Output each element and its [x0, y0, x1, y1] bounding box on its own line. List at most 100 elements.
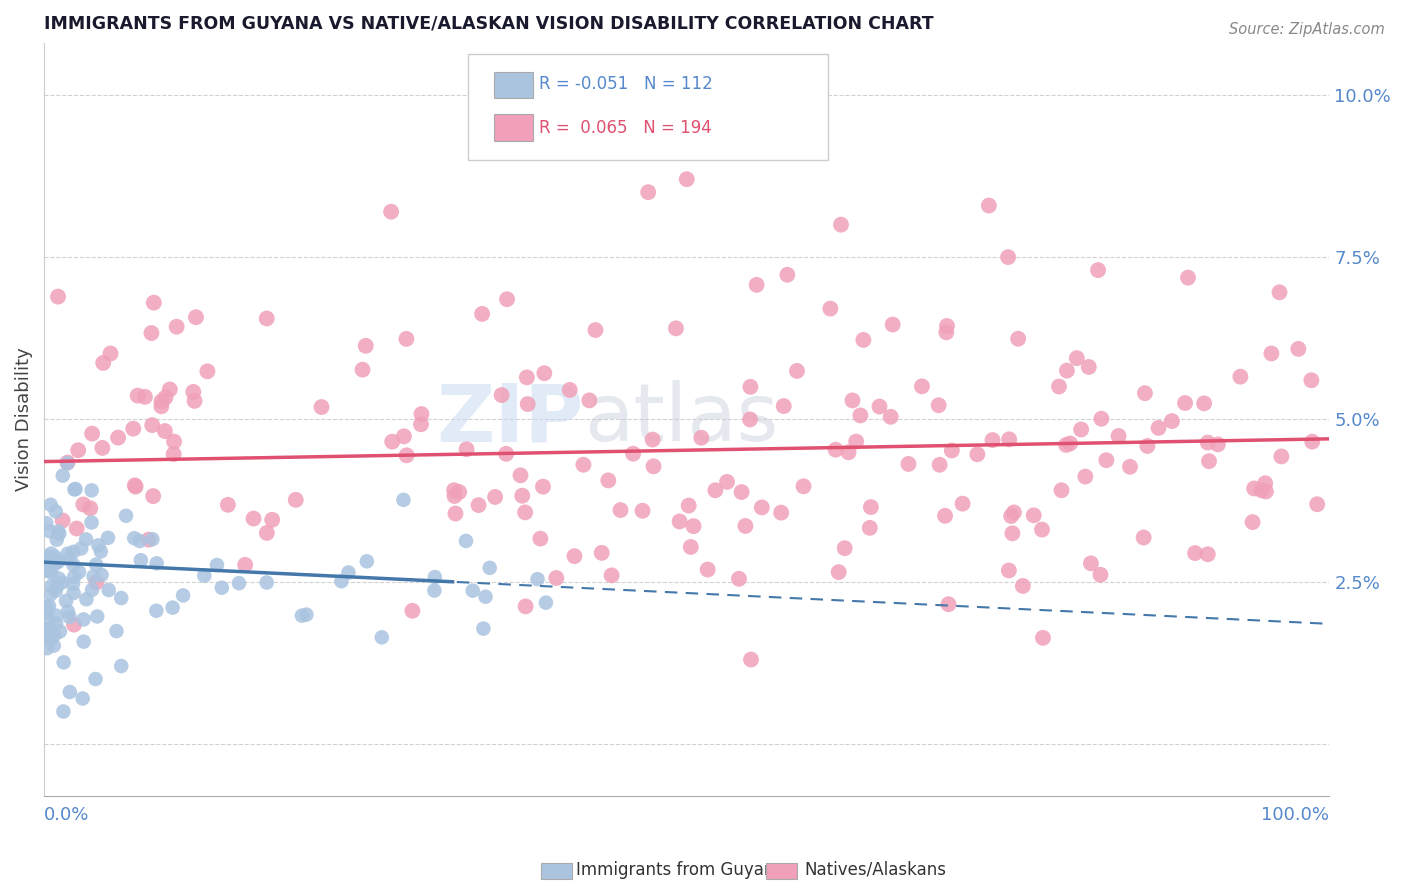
Point — [449, 485, 471, 500]
Point — [564, 549, 586, 563]
Point — [1197, 435, 1219, 450]
Point — [578, 393, 600, 408]
Point — [936, 318, 959, 333]
Point — [444, 507, 467, 521]
Point — [529, 532, 551, 546]
Point — [52, 514, 75, 528]
Point — [35, 602, 58, 616]
Point — [56, 456, 79, 470]
Point — [97, 531, 120, 545]
Point — [91, 356, 114, 370]
Point — [124, 478, 146, 492]
Point — [141, 533, 163, 547]
Point — [859, 500, 882, 514]
Point — [380, 204, 402, 219]
Point — [181, 384, 204, 399]
Point — [80, 582, 103, 597]
Point — [145, 557, 167, 571]
Point — [585, 323, 607, 337]
Point — [679, 540, 702, 554]
Point — [1136, 439, 1159, 453]
Text: ZIP: ZIP — [437, 380, 583, 458]
Point — [127, 388, 149, 402]
Point — [34, 554, 56, 568]
Point — [337, 566, 360, 580]
Point — [72, 612, 94, 626]
Point — [34, 564, 56, 578]
Point — [643, 459, 665, 474]
Text: Immigrants from Guyana: Immigrants from Guyana — [576, 861, 785, 879]
Point — [72, 691, 94, 706]
Point — [631, 504, 654, 518]
Point — [834, 541, 856, 556]
Point — [166, 319, 188, 334]
Point — [162, 600, 184, 615]
Point — [39, 587, 62, 601]
Point — [34, 557, 56, 571]
Point — [62, 577, 84, 591]
Point — [461, 583, 484, 598]
Point — [515, 599, 537, 614]
Point — [233, 558, 256, 572]
Point — [869, 400, 891, 414]
Point — [841, 393, 863, 408]
Point — [852, 333, 875, 347]
Point — [1254, 476, 1277, 491]
Point — [665, 321, 688, 335]
FancyBboxPatch shape — [494, 114, 533, 141]
Point — [330, 574, 353, 589]
Point — [56, 605, 79, 619]
Point — [668, 515, 690, 529]
Point — [1254, 484, 1277, 499]
Point — [830, 218, 852, 232]
Point — [35, 516, 58, 531]
Point — [39, 621, 62, 635]
Point — [70, 541, 93, 556]
Point — [35, 641, 58, 656]
Point — [48, 524, 70, 539]
Point — [534, 596, 557, 610]
Point — [522, 120, 544, 135]
Point — [62, 545, 84, 559]
Point — [82, 426, 104, 441]
Point — [1002, 505, 1025, 519]
Point — [1047, 379, 1070, 393]
Point — [46, 555, 69, 569]
Point — [138, 533, 160, 547]
Point — [105, 624, 128, 639]
Point — [443, 489, 465, 503]
Point — [354, 339, 377, 353]
Point — [44, 557, 66, 571]
Point — [122, 531, 145, 545]
Point — [845, 434, 868, 449]
Point — [58, 610, 80, 624]
Point — [515, 505, 537, 519]
Point — [37, 632, 59, 646]
Point — [495, 447, 517, 461]
Point — [1056, 363, 1078, 377]
Point — [184, 310, 207, 325]
Point — [80, 516, 103, 530]
Point — [977, 198, 1000, 212]
Point — [48, 526, 70, 541]
Point — [591, 546, 613, 560]
Point — [66, 521, 89, 535]
Point — [1206, 437, 1229, 451]
Point — [87, 538, 110, 552]
Point — [1077, 359, 1099, 374]
Point — [935, 326, 957, 340]
Point — [39, 498, 62, 512]
Point — [1080, 557, 1102, 571]
Point — [491, 388, 513, 402]
Point — [97, 582, 120, 597]
Point — [1133, 386, 1156, 401]
Point — [409, 417, 432, 432]
Point — [44, 549, 66, 564]
Point — [828, 565, 851, 579]
Point — [39, 566, 62, 580]
Point — [163, 434, 186, 449]
Point — [484, 490, 506, 504]
Point — [1031, 523, 1053, 537]
Point — [124, 480, 146, 494]
Point — [471, 307, 494, 321]
